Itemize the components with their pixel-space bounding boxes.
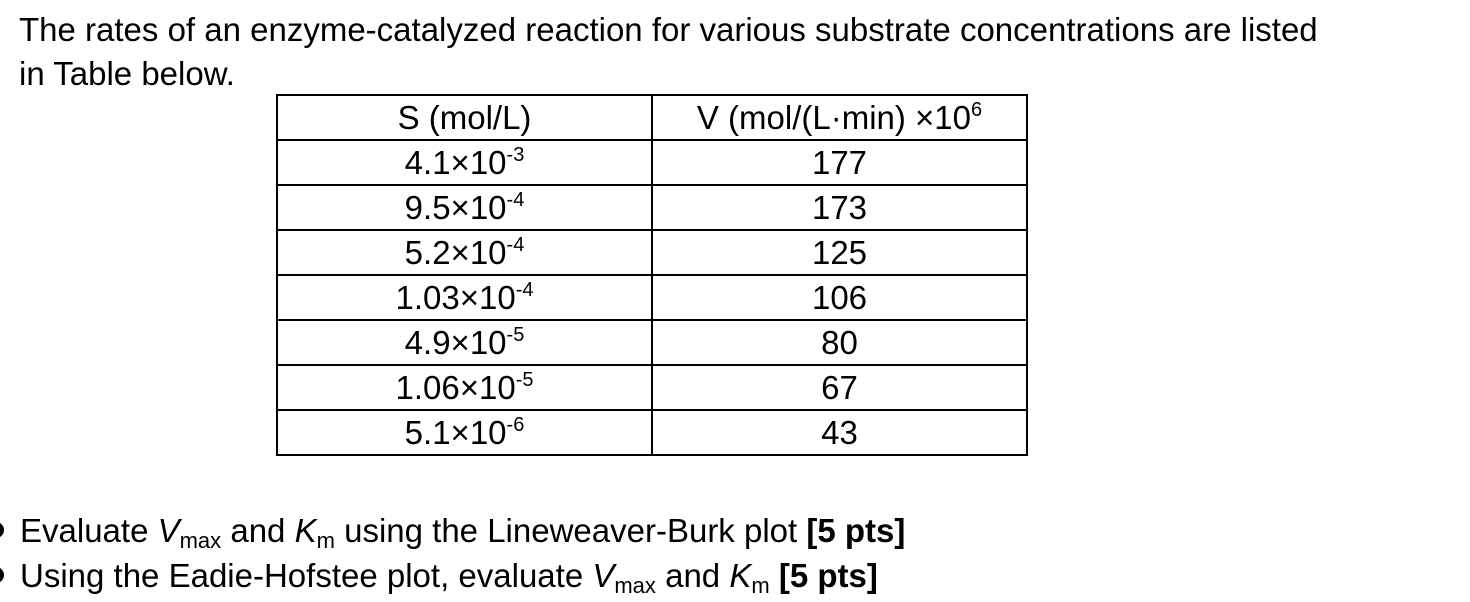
list-marker-icon: [0, 567, 4, 583]
table-row: 9.5×10-4 173: [276, 184, 1028, 231]
cell-rate: 177: [651, 139, 1028, 186]
table-row: 1.03×10-4 106: [276, 274, 1028, 321]
cell-rate: 106: [651, 274, 1028, 321]
problem-statement-line-2: in Table below.: [19, 55, 235, 92]
cell-substrate: 5.2×10-4: [276, 229, 653, 276]
cell-substrate: 1.06×10-5: [276, 364, 653, 411]
header-reaction-rate: V (mol/(L·min) ×106: [651, 94, 1028, 141]
points-label: [5 pts]: [806, 512, 906, 549]
task-list: Evaluate Vmax and Km using the Lineweave…: [0, 508, 1470, 598]
cell-substrate: 4.9×10-5: [276, 319, 653, 366]
list-marker-icon: [0, 522, 4, 538]
cell-substrate: 1.03×10-4: [276, 274, 653, 321]
table-row: 4.9×10-5 80: [276, 319, 1028, 366]
problem-statement: The rates of an enzyme-catalyzed reactio…: [19, 8, 1464, 96]
points-label: [5 pts]: [778, 557, 878, 594]
task-eadie-hofstee: Using the Eadie-Hofstee plot, evaluate V…: [0, 553, 1470, 598]
task-lineweaver-burk: Evaluate Vmax and Km using the Lineweave…: [0, 508, 1470, 553]
cell-rate: 67: [651, 364, 1028, 411]
cell-rate: 43: [651, 409, 1028, 456]
rate-data-table: S (mol/L) V (mol/(L·min) ×106 4.1×10-3 1…: [276, 94, 1028, 456]
table-header-row: S (mol/L) V (mol/(L·min) ×106: [276, 94, 1028, 141]
cell-rate: 173: [651, 184, 1028, 231]
table-row: 4.1×10-3 177: [276, 139, 1028, 186]
cell-substrate: 9.5×10-4: [276, 184, 653, 231]
cell-substrate: 4.1×10-3: [276, 139, 653, 186]
cell-substrate: 5.1×10-6: [276, 409, 653, 456]
table-row: 1.06×10-5 67: [276, 364, 1028, 411]
table-row: 5.1×10-6 43: [276, 409, 1028, 456]
cell-rate: 125: [651, 229, 1028, 276]
table-row: 5.2×10-4 125: [276, 229, 1028, 276]
problem-statement-line-1: The rates of an enzyme-catalyzed reactio…: [19, 11, 1318, 48]
header-substrate-concentration: S (mol/L): [276, 94, 653, 141]
cell-rate: 80: [651, 319, 1028, 366]
